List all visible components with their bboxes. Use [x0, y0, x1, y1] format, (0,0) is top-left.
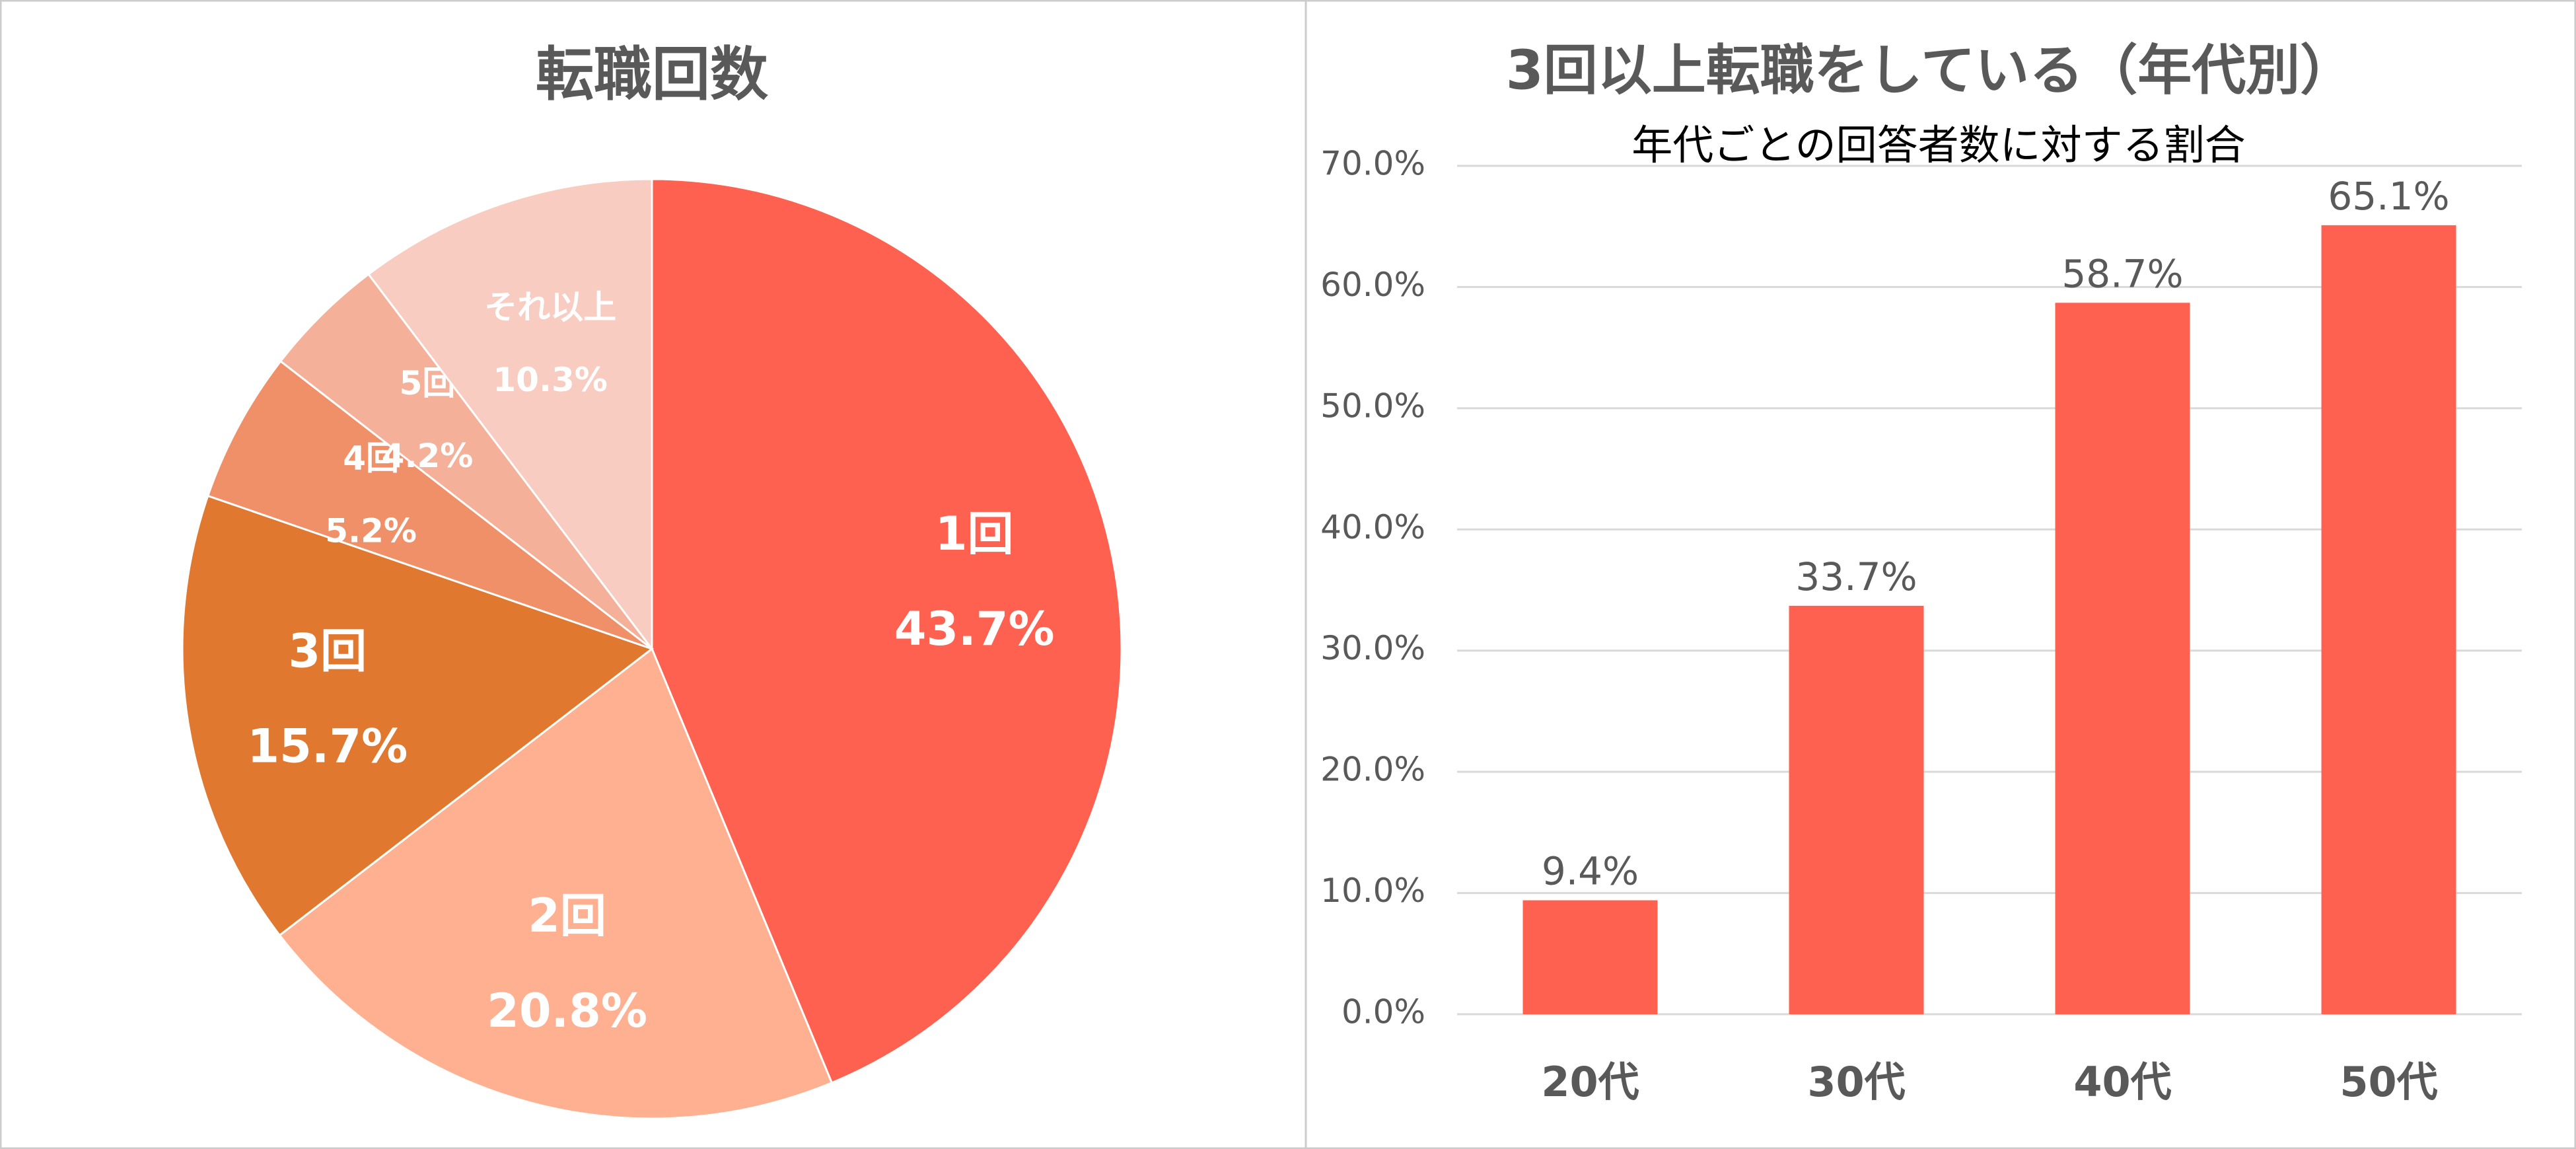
slice-value: 20.8% [487, 984, 647, 1038]
y-tick-label: 0.0% [1342, 993, 1425, 1031]
x-tick-label: 20代 [1541, 1058, 1639, 1106]
slice-label: 1回 [935, 507, 1014, 561]
value-label: 9.4% [1542, 849, 1639, 894]
slice-value: 4.2% [382, 437, 474, 475]
y-tick-label: 10.0% [1320, 871, 1425, 910]
slice-value: 15.7% [247, 719, 408, 773]
pie-slice [279, 272, 653, 650]
bar [1789, 605, 1924, 1014]
slice-value: 10.3% [493, 361, 607, 399]
slice-value: 5.2% [325, 512, 417, 550]
y-tick-label: 40.0% [1320, 508, 1425, 546]
slice-value: 43.7% [894, 602, 1055, 656]
pie-slice [651, 178, 1123, 1084]
y-tick-label: 30.0% [1320, 629, 1425, 667]
bar [1522, 900, 1658, 1014]
x-tick-label: 30代 [1807, 1058, 1905, 1106]
pie-slice [278, 647, 834, 1120]
y-tick-label: 60.0% [1320, 266, 1425, 304]
x-tick-label: 50代 [2340, 1058, 2437, 1106]
y-tick-label: 50.0% [1320, 387, 1425, 425]
bar [2055, 303, 2190, 1014]
x-tick-label: 40代 [2073, 1058, 2171, 1106]
pie-slice [206, 359, 653, 650]
pie-slice [367, 178, 653, 652]
slice-label: 2回 [528, 889, 606, 943]
bar [2321, 225, 2456, 1014]
pie-title: 転職回数 [536, 40, 768, 108]
value-label: 33.7% [1795, 554, 1917, 599]
slice-label: 3回 [288, 624, 367, 678]
bar-title: 3回以上転職をしている（年代別） [1506, 39, 2355, 102]
value-label: 58.7% [2061, 251, 2183, 296]
pie-slice [181, 494, 655, 937]
y-tick-label: 70.0% [1320, 145, 1425, 183]
slice-label: それ以上 [484, 288, 616, 326]
y-tick-label: 20.0% [1320, 751, 1425, 789]
value-label: 65.1% [2328, 174, 2449, 219]
bar-subtitle: 年代ごとの回答者数に対する割合 [1631, 121, 2245, 169]
